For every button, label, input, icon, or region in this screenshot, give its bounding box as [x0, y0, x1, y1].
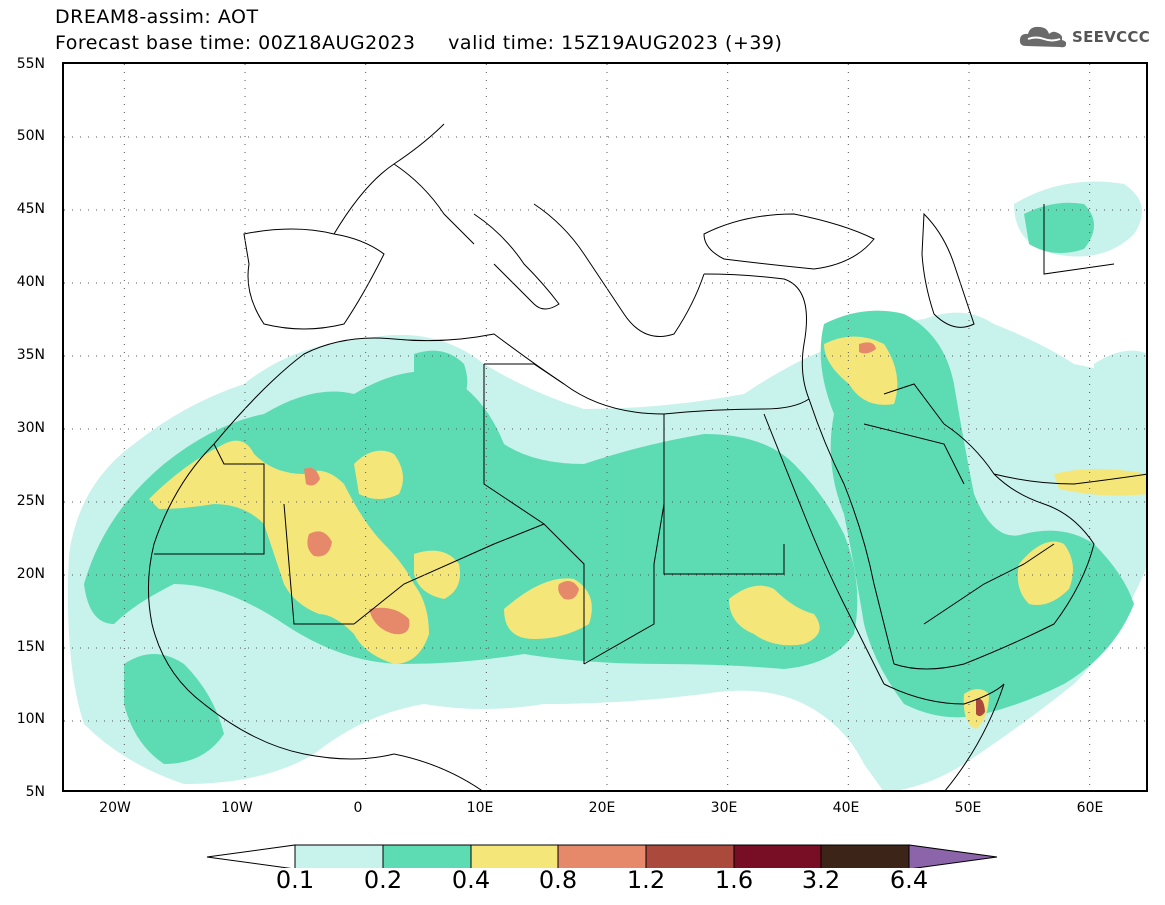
aot-level-0.2	[414, 350, 468, 404]
lon-label: 10E	[466, 800, 494, 816]
lon-label: 50E	[954, 800, 982, 816]
colorbar-segment	[645, 844, 735, 868]
lat-label: 15N	[16, 639, 45, 655]
lat-label: 55N	[16, 56, 45, 72]
aot-level-0.8	[369, 607, 410, 635]
lat-label: 25N	[16, 493, 45, 509]
aot-level-0.2	[1024, 202, 1094, 253]
map-title: DREAM8-assim: AOT	[55, 6, 259, 28]
colorbar-label: 6.4	[889, 866, 929, 894]
lat-label: 10N	[16, 711, 45, 727]
aot-level-0.4	[354, 450, 403, 499]
colorbar-over-arrow	[908, 844, 998, 868]
colorbar-label: 0.8	[538, 866, 578, 894]
aot-contours	[68, 181, 1146, 790]
aot-level-0.4	[729, 585, 820, 646]
colorbar-label: 1.2	[626, 866, 666, 894]
colorbar-under-arrow	[206, 844, 296, 868]
colorbar-label: 0.1	[275, 866, 315, 894]
lat-label: 40N	[16, 274, 45, 290]
lon-label: 10W	[221, 800, 253, 816]
colorbar-segment	[294, 844, 384, 868]
aot-map	[64, 64, 1146, 790]
aot-level-0.8	[558, 580, 579, 600]
aot-level-0.4	[1054, 469, 1146, 496]
colorbar-segment	[820, 844, 910, 868]
colorbar-label: 0.2	[363, 866, 403, 894]
lon-label: 60E	[1076, 800, 1104, 816]
aot-level-0.8	[859, 342, 876, 354]
coastlines-borders	[147, 123, 1146, 790]
aot-level-1.2	[976, 698, 985, 717]
colorbar-label: 0.4	[451, 866, 491, 894]
aot-colorbar	[206, 844, 998, 868]
aot-level-0.4	[414, 550, 460, 599]
map-panel	[62, 62, 1148, 792]
lon-label: 40E	[832, 800, 860, 816]
map-subtitle-times: Forecast base time: 00Z18AUG2023 valid t…	[55, 32, 783, 54]
colorbar-segment	[382, 844, 472, 868]
lat-label: 45N	[16, 201, 45, 217]
aot-level-0.8	[307, 531, 332, 557]
aot-level-0.2	[820, 310, 1134, 718]
aot-level-0.4	[149, 440, 429, 664]
lat-label: 30N	[16, 420, 45, 436]
seevccc-logo: SEEVCCC	[1018, 24, 1150, 50]
colorbar-label: 3.2	[801, 866, 841, 894]
lon-label: 20W	[99, 800, 131, 816]
lon-label: 0	[353, 800, 363, 816]
lat-label: 35N	[16, 347, 45, 363]
aot-level-0.1	[1094, 350, 1146, 418]
colorbar-segment	[557, 844, 647, 868]
lat-label: 20N	[16, 566, 45, 582]
cloud-icon	[1019, 26, 1067, 48]
colorbar-segment	[470, 844, 559, 868]
aot-level-0.8	[304, 467, 320, 486]
colorbar-segment	[733, 844, 822, 868]
graticule-grid	[64, 64, 1146, 790]
colorbar-label: 1.6	[714, 866, 754, 894]
aot-level-0.4	[1017, 541, 1073, 605]
aot-level-0.2	[124, 654, 224, 764]
logo-text: SEEVCCC	[1072, 28, 1151, 46]
lat-label: 5N	[25, 784, 45, 800]
lat-label: 50N	[16, 128, 45, 144]
lon-label: 30E	[710, 800, 738, 816]
aot-level-0.4	[824, 336, 898, 405]
lon-label: 20E	[588, 800, 616, 816]
